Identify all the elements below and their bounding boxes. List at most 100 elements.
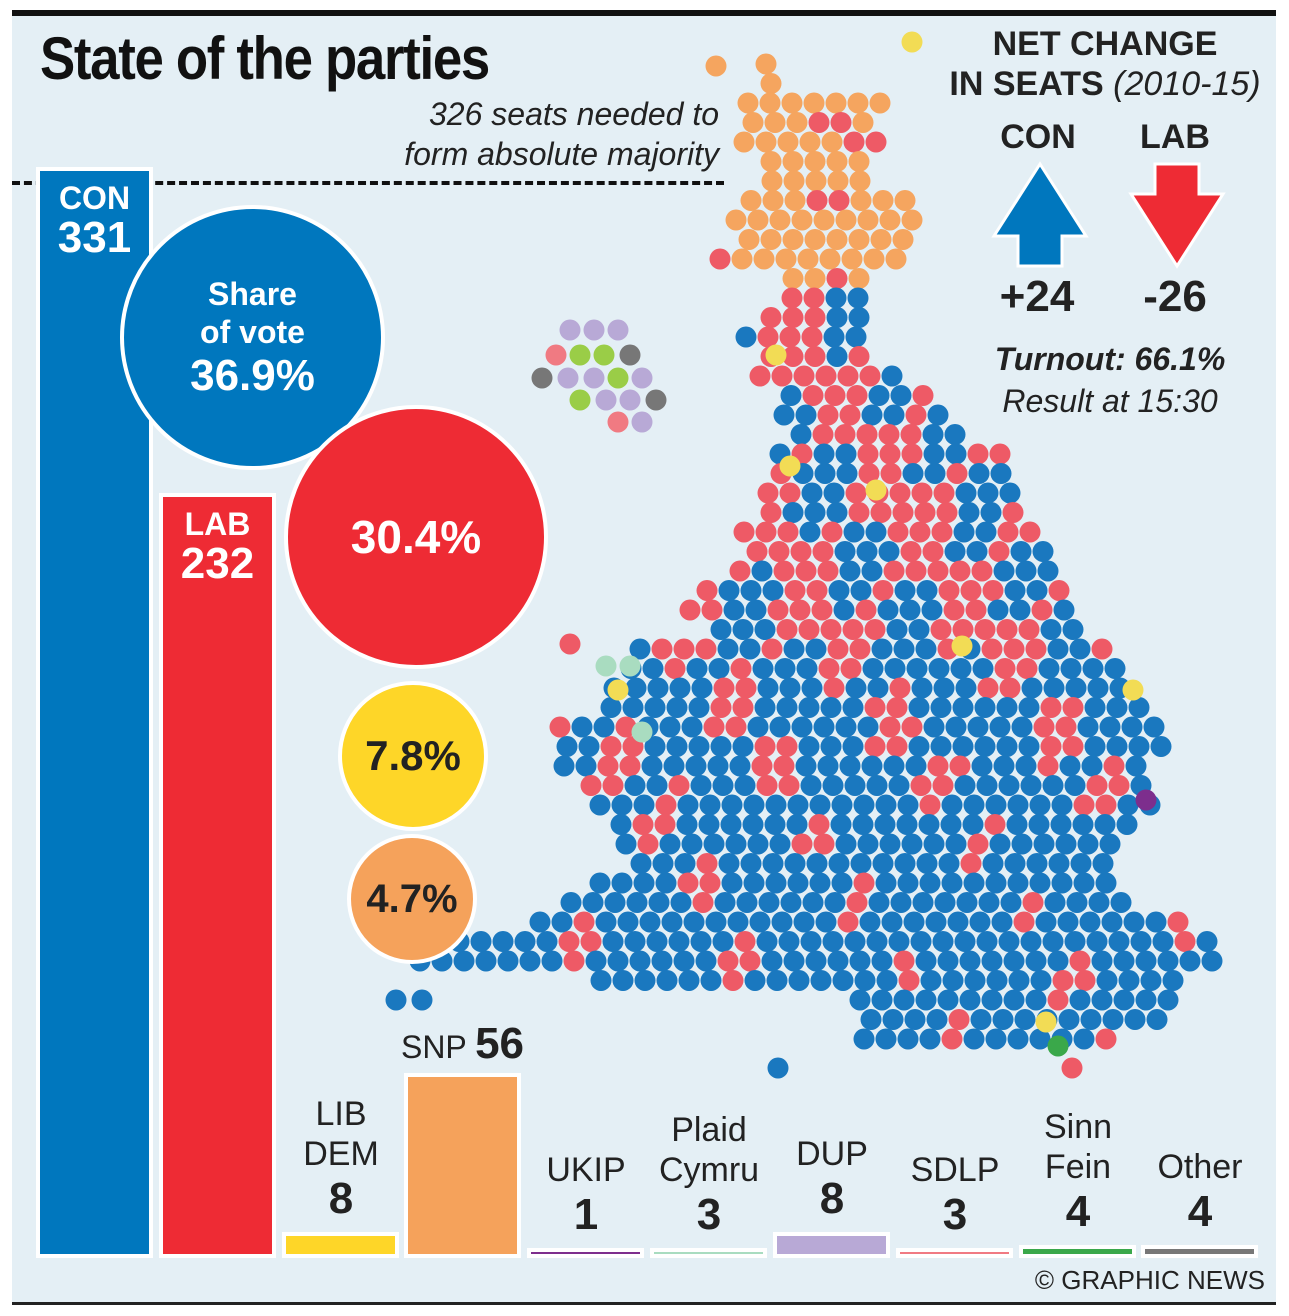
seat-dot bbox=[593, 344, 615, 366]
seat-dot bbox=[1082, 658, 1104, 679]
bar-label-dup: DUP bbox=[796, 1134, 868, 1173]
seat-dot bbox=[804, 151, 826, 172]
seat-dot bbox=[762, 580, 784, 601]
seat-dot bbox=[768, 541, 790, 562]
seat-dot bbox=[767, 1057, 789, 1079]
seat-dot bbox=[903, 911, 925, 933]
seat-dot bbox=[853, 1028, 875, 1050]
seat-dot bbox=[872, 853, 894, 874]
seat-dot bbox=[1062, 697, 1084, 718]
seat-dot bbox=[841, 248, 863, 270]
seat-dot bbox=[919, 794, 941, 816]
seat-dot bbox=[760, 73, 782, 94]
seat-dot bbox=[871, 950, 893, 972]
seat-dot bbox=[1042, 931, 1064, 952]
seat-dot bbox=[780, 892, 802, 913]
seat-dot bbox=[1104, 658, 1126, 679]
seat-dot bbox=[777, 521, 799, 543]
majority-note: 326 seats needed to form absolute majori… bbox=[299, 94, 719, 174]
seat-dot bbox=[795, 404, 817, 426]
seat-dot bbox=[900, 424, 922, 445]
seat-dot bbox=[880, 463, 902, 484]
seat-dot bbox=[893, 989, 915, 1011]
seat-dot bbox=[801, 482, 823, 504]
seat-dot bbox=[1042, 775, 1064, 796]
seat-dot bbox=[908, 697, 930, 718]
seat-dot bbox=[696, 580, 718, 601]
seat-dot bbox=[1029, 794, 1051, 816]
seat-dot bbox=[712, 775, 734, 796]
seat-dot bbox=[996, 736, 1018, 757]
seat-dot bbox=[1106, 736, 1128, 757]
seat-dot bbox=[902, 463, 924, 484]
seat-dot bbox=[927, 755, 949, 777]
seat-dot bbox=[679, 599, 701, 621]
seat-dot bbox=[762, 190, 784, 211]
seat-dot bbox=[879, 833, 901, 855]
seat-dot bbox=[857, 833, 879, 855]
seat-dot bbox=[791, 833, 813, 855]
seat-dot bbox=[629, 638, 651, 660]
seat-dot bbox=[830, 112, 852, 133]
seat-dot bbox=[779, 326, 801, 348]
seat-dot bbox=[831, 794, 853, 816]
seat-dot bbox=[580, 775, 602, 796]
seat-dot bbox=[899, 599, 921, 621]
seat-dot bbox=[736, 892, 758, 913]
bar-label-other: Other bbox=[1157, 1147, 1243, 1186]
seat-dot bbox=[852, 112, 874, 133]
seat-dot bbox=[808, 112, 830, 133]
seat-dot bbox=[1084, 736, 1106, 757]
seat-dot bbox=[1066, 892, 1088, 913]
seat-dot bbox=[619, 655, 641, 677]
seat-dot bbox=[872, 580, 894, 601]
seat-dot bbox=[699, 872, 721, 894]
seat-dot bbox=[984, 814, 1006, 835]
seat-dot bbox=[908, 619, 930, 640]
seat-dot bbox=[1079, 911, 1101, 933]
seat-dot bbox=[734, 931, 756, 952]
seat-dot bbox=[725, 833, 747, 855]
majority-line bbox=[12, 181, 724, 185]
seat-dot bbox=[1015, 560, 1037, 582]
seat-dot bbox=[834, 541, 856, 562]
seat-dot bbox=[938, 853, 960, 874]
seat-dot bbox=[805, 950, 827, 972]
seat-dot bbox=[927, 560, 949, 582]
seat-dot bbox=[514, 931, 536, 952]
seat-dot bbox=[775, 248, 797, 270]
seat-dot bbox=[1058, 1009, 1080, 1030]
seat-dot bbox=[1084, 697, 1106, 718]
seat-dot bbox=[761, 638, 783, 660]
seat-dot bbox=[849, 170, 871, 192]
seat-dot bbox=[1081, 755, 1103, 777]
seat-dot bbox=[802, 385, 824, 406]
seat-dot bbox=[793, 911, 815, 933]
seat-dot bbox=[805, 170, 827, 192]
seat-dot bbox=[819, 248, 841, 270]
seat-dot bbox=[814, 463, 836, 484]
seat-dot bbox=[919, 872, 941, 894]
seat-dot bbox=[692, 892, 714, 913]
seat-dot bbox=[836, 463, 858, 484]
seat-dot bbox=[655, 872, 677, 894]
seat-dot bbox=[624, 931, 646, 952]
net-con-value: +24 bbox=[999, 272, 1075, 321]
seat-dot bbox=[804, 229, 826, 250]
seat-dot bbox=[1047, 989, 1069, 1011]
seat-dot bbox=[901, 833, 923, 855]
seat-dot bbox=[666, 697, 688, 718]
seat-dot bbox=[858, 463, 880, 484]
seat-dot bbox=[744, 970, 766, 991]
seat-dot bbox=[934, 892, 956, 913]
seat-dot bbox=[886, 697, 908, 718]
seat-dot bbox=[793, 365, 815, 387]
seat-dot bbox=[529, 911, 551, 933]
seat-dot bbox=[611, 794, 633, 816]
seat-dot bbox=[952, 619, 974, 640]
seat-dot bbox=[897, 794, 919, 816]
seat-dot bbox=[1121, 716, 1143, 738]
seat-dot bbox=[558, 931, 580, 952]
bar-label-snp: SNP bbox=[400, 1029, 476, 1066]
seat-dot bbox=[717, 638, 739, 660]
